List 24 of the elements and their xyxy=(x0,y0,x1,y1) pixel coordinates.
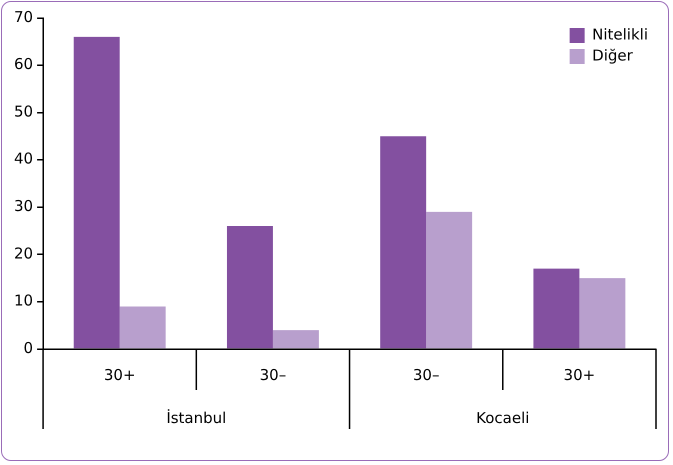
legend-label: Diğer xyxy=(592,46,634,64)
y-tick-label: 30 xyxy=(14,197,34,216)
y-tick-label: 10 xyxy=(14,292,34,310)
bar xyxy=(426,212,472,348)
bar xyxy=(272,330,319,348)
bar xyxy=(533,268,580,348)
text: Kocaeli xyxy=(476,408,530,427)
y-tick-label: 20 xyxy=(14,244,34,262)
bar xyxy=(120,306,166,348)
x-tick-label: 30+ xyxy=(564,366,596,384)
bar xyxy=(380,136,426,348)
bar xyxy=(226,226,273,348)
x-tick-label: 30– xyxy=(412,366,440,384)
x-tick-label: 30– xyxy=(260,366,286,384)
y-tick-label: 70 xyxy=(14,8,34,26)
bar xyxy=(579,278,626,348)
bar xyxy=(74,36,120,348)
legend-label: Nitelikli xyxy=(592,25,648,44)
y-tick-label: 60 xyxy=(14,55,34,74)
text: İstanbul xyxy=(166,408,226,427)
x-tick-label: 30+ xyxy=(104,366,136,384)
y-tick-label: 50 xyxy=(14,102,34,120)
y-tick-label: 40 xyxy=(14,150,34,168)
y-tick-label: 0 xyxy=(24,338,34,357)
